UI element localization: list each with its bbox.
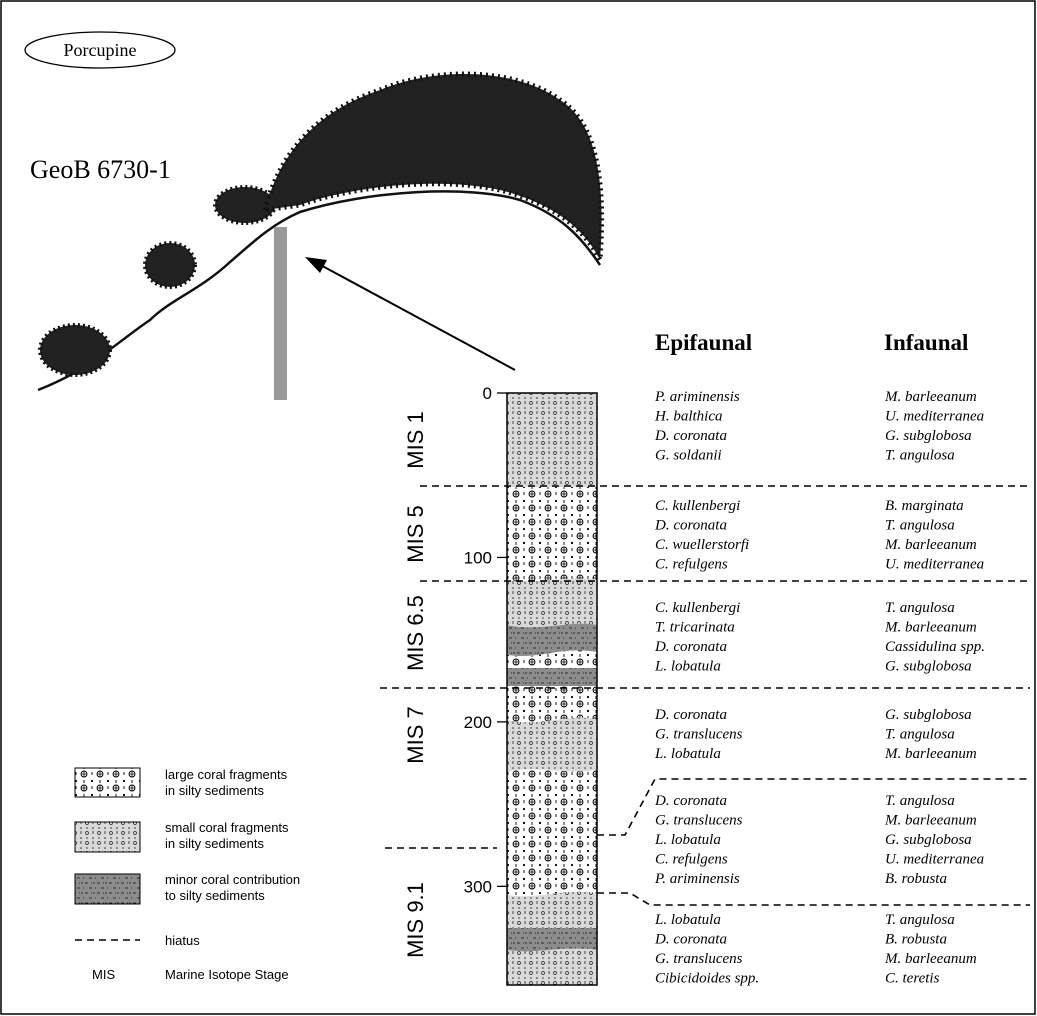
- legend-label: to silty sediments: [165, 888, 265, 903]
- mis-label: MIS 5: [403, 505, 428, 562]
- legend-key: MIS: [92, 967, 115, 982]
- location-label: Porcupine: [64, 40, 137, 60]
- depth-label: 0: [483, 384, 492, 403]
- species: U. mediterranea: [885, 557, 984, 573]
- species: M. barleeanum: [884, 951, 977, 967]
- species: D. coronata: [654, 518, 727, 534]
- species: L. lobatula: [654, 832, 721, 848]
- mis-label: MIS 1: [403, 411, 428, 468]
- species: D. coronata: [654, 932, 727, 948]
- column-header: Epifaunal: [655, 330, 752, 355]
- species: D. coronata: [654, 707, 727, 723]
- species: D. coronata: [654, 639, 727, 655]
- legend: [75, 768, 140, 940]
- species: G. translucens: [655, 951, 743, 967]
- species: D. coronata: [654, 428, 727, 444]
- species: T. angulosa: [885, 600, 955, 616]
- species: M. barleeanum: [884, 389, 977, 405]
- column-header: Infaunal: [884, 330, 968, 355]
- species: L. lobatula: [654, 912, 721, 928]
- species: D. coronata: [654, 793, 727, 809]
- legend-label: minor coral contribution: [165, 872, 300, 887]
- species: C. kullenbergi: [655, 600, 740, 616]
- species: B. robusta: [885, 871, 947, 887]
- species: P. ariminensis: [654, 389, 740, 405]
- species: Cassidulina spp.: [885, 639, 985, 655]
- species: T. angulosa: [885, 518, 955, 534]
- species: L. lobatula: [654, 746, 721, 762]
- legend-label: large coral fragments: [165, 767, 288, 782]
- core-label: GeoB 6730-1: [30, 155, 171, 184]
- species: G. subglobosa: [885, 832, 972, 848]
- depth-label: 200: [464, 713, 492, 732]
- species: B. robusta: [885, 932, 947, 948]
- species: T. angulosa: [885, 448, 955, 464]
- species: M. barleeanum: [884, 537, 977, 553]
- species: C. wuellerstorfi: [655, 537, 749, 553]
- legend-label: in silty sediments: [165, 783, 264, 798]
- species: P. ariminensis: [654, 871, 740, 887]
- species: T. angulosa: [885, 912, 955, 928]
- legend-label: Marine Isotope Stage: [165, 967, 289, 982]
- species: M. barleeanum: [884, 746, 977, 762]
- species: G. translucens: [655, 727, 743, 743]
- mis-label: MIS 9.1: [403, 882, 428, 958]
- species: M. barleeanum: [884, 813, 977, 829]
- species: G. subglobosa: [885, 707, 972, 723]
- species: G. soldanii: [655, 448, 722, 464]
- legend-label: small coral fragments: [165, 820, 289, 835]
- species: H. balthica: [654, 409, 723, 425]
- depth-label: 300: [464, 877, 492, 896]
- core-position: [274, 227, 287, 400]
- species: G. translucens: [655, 813, 743, 829]
- species: U. mediterranea: [885, 852, 984, 868]
- mis-label: MIS 7: [403, 706, 428, 763]
- page: {"title": "Porcupine", "core_label": "Ge…: [0, 0, 1037, 1016]
- species: T. angulosa: [885, 727, 955, 743]
- species: T. tricarinata: [655, 620, 735, 636]
- arrow: [315, 262, 515, 370]
- species: C. refulgens: [655, 852, 728, 868]
- species: T. angulosa: [885, 793, 955, 809]
- species: G. subglobosa: [885, 428, 972, 444]
- depth-label: 100: [464, 548, 492, 567]
- mis-label: MIS 6.5: [403, 595, 428, 671]
- species: C. refulgens: [655, 557, 728, 573]
- legend-label: in silty sediments: [165, 836, 264, 851]
- species: L. lobatula: [654, 659, 721, 675]
- arrow-head: [305, 257, 327, 273]
- species: Cibicidoides spp.: [655, 971, 759, 987]
- legend-label: hiatus: [165, 933, 200, 948]
- species: M. barleeanum: [884, 620, 977, 636]
- figure: Porcupine GeoB 6730-1 Epifaunal Infaunal: [0, 0, 1037, 1016]
- species: C. teretis: [885, 971, 940, 987]
- species: G. subglobosa: [885, 659, 972, 675]
- core-column: [507, 393, 597, 985]
- species: B. marginata: [885, 498, 964, 514]
- species: C. kullenbergi: [655, 498, 740, 514]
- species: U. mediterranea: [885, 409, 984, 425]
- mound: [38, 74, 602, 390]
